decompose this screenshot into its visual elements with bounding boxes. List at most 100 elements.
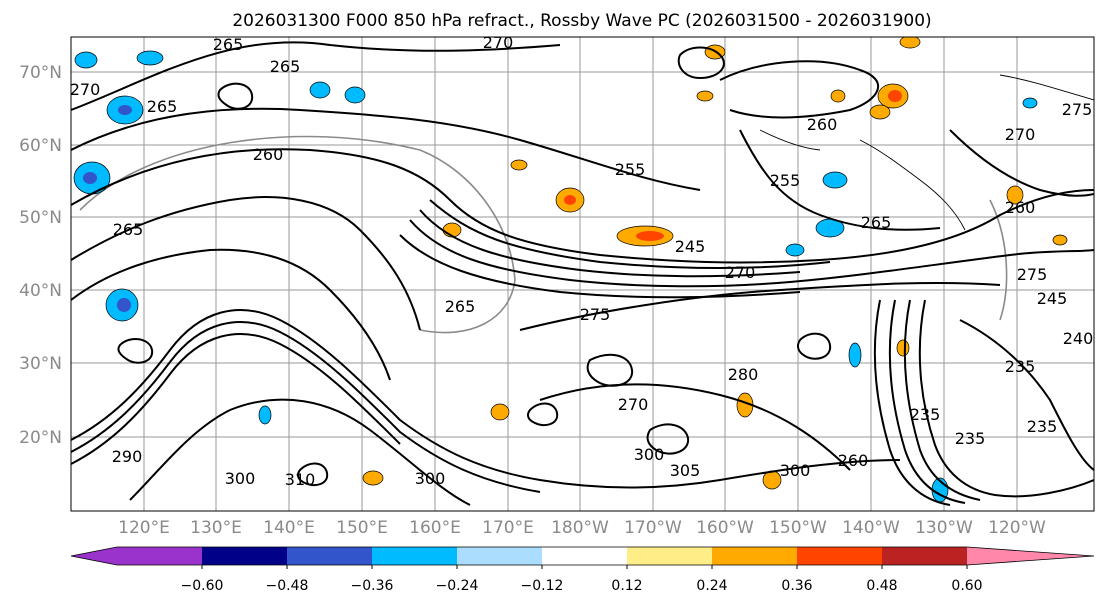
colorbar-tick-label: −0.24 <box>436 578 479 594</box>
contour-line <box>586 353 634 387</box>
contour-label: 235 <box>1005 357 1036 376</box>
contour-label: 275 <box>1017 265 1048 284</box>
contour-label: 270 <box>483 33 514 52</box>
contour-label: 290 <box>112 447 143 466</box>
latitude-tick-label: 60°N <box>19 136 62 156</box>
contour-line <box>71 309 901 489</box>
contour-line <box>873 299 951 506</box>
latitude-tick-label: 40°N <box>19 281 62 301</box>
contour-label: 275 <box>580 305 611 324</box>
positive-anomaly-patch <box>564 195 576 205</box>
positive-anomaly-patch <box>1006 185 1024 205</box>
longitude-tick-label: 170°W <box>624 518 682 538</box>
chart-title: 2026031300 F000 850 hPa refract., Rossby… <box>232 11 931 31</box>
latitude-tick-label: 30°N <box>19 354 62 374</box>
negative-anomaly-patch <box>83 172 97 184</box>
colorbar-outline <box>70 546 1095 566</box>
contour-line <box>296 462 329 487</box>
contour-label: 260 <box>1005 198 1036 217</box>
contour-labels: 265 270 270 265 265 260 265 255 245 270 275 265 260 2… <box>70 33 1094 489</box>
latitude-tick-label: 50°N <box>19 208 62 228</box>
latitude-tick-label: 70°N <box>19 63 62 83</box>
contour-line <box>519 281 1001 331</box>
contour-line <box>526 402 559 427</box>
contour-label: 260 <box>838 451 869 470</box>
contour-label: 270 <box>1005 125 1036 144</box>
positive-anomaly-patch <box>888 90 902 102</box>
contour-label: 300 <box>634 445 665 464</box>
colorbar-segment <box>202 547 287 565</box>
longitude-tick-label: 180°W <box>551 518 609 538</box>
contour-line <box>399 234 801 299</box>
contour-line <box>719 60 880 119</box>
longitude-tick-label: 160°E <box>409 518 461 538</box>
contour-label: 260 <box>807 115 838 134</box>
contour-label: 265 <box>861 213 892 232</box>
contour-line <box>71 321 541 493</box>
colorbar-segment <box>71 547 202 565</box>
contour-label: 260 <box>253 145 284 164</box>
positive-anomaly-patch <box>869 104 891 120</box>
colorbar-tick-label: 0.36 <box>781 578 812 594</box>
contour-line <box>539 383 851 471</box>
longitude-tick-label: 160°W <box>696 518 754 538</box>
colorbar-tick-label: −0.60 <box>181 578 224 594</box>
contour-line <box>796 332 832 360</box>
coastline <box>999 74 1094 101</box>
map-frame <box>70 36 1095 512</box>
colorbar-segment <box>542 547 627 565</box>
longitude-tick-label: 140°E <box>263 518 315 538</box>
negative-anomaly-patch <box>118 105 132 115</box>
contour-line <box>888 299 966 504</box>
colorbar-segment <box>372 547 457 565</box>
contour-lines <box>71 41 1094 506</box>
contour-line <box>409 219 1094 288</box>
contour-label: 265 <box>147 97 178 116</box>
negative-anomaly-patch <box>136 50 164 66</box>
positive-anomaly-patch <box>1052 234 1068 246</box>
contour-line <box>71 333 401 465</box>
colorbar-segment <box>457 547 542 565</box>
map-panel: 265 270 270 265 265 260 265 255 245 270 275 265 260 2… <box>70 33 1095 512</box>
longitude-tick-labels: 120°E 130°E 140°E 150°E 160°E 170°E 180°W 170°W… <box>118 518 1046 538</box>
contour-label: 310 <box>285 470 316 489</box>
contour-label: 240 <box>1063 329 1094 348</box>
contour-label: 245 <box>675 237 706 256</box>
colorbar-segment <box>712 547 797 565</box>
contour-line <box>129 398 471 506</box>
latitude-tick-label: 20°N <box>19 428 62 448</box>
contour-line <box>949 129 1094 197</box>
positive-anomaly-patch <box>762 470 782 490</box>
contour-line <box>739 129 941 231</box>
longitude-tick-label: 140°W <box>842 518 900 538</box>
contour-label: 265 <box>270 57 301 76</box>
contour-line <box>217 82 254 110</box>
coastline <box>759 129 821 151</box>
colorbar-tick-label: −0.36 <box>351 578 394 594</box>
negative-anomaly-patch <box>344 86 366 104</box>
negative-anomaly-patch <box>74 51 98 69</box>
contour-label: 245 <box>1037 289 1068 308</box>
colorbar-segment <box>882 547 967 565</box>
colorbar-tick-label: 0.24 <box>696 578 727 594</box>
positive-anomaly-patch <box>510 159 528 171</box>
contour-line <box>646 423 690 455</box>
positive-anomaly-patch <box>696 90 714 102</box>
contour-label: 300 <box>415 469 446 488</box>
contour-label: 270 <box>70 80 101 99</box>
negative-anomaly-patch <box>785 243 805 257</box>
coastline <box>859 139 966 231</box>
colorbar-tick-label: 0.60 <box>951 578 982 594</box>
colorbar: −0.60 −0.48 −0.36 −0.24 −0.12 0.12 0.24 0.36 0.4… <box>70 546 1095 594</box>
contour-line <box>959 319 1094 471</box>
contour-line <box>117 338 154 364</box>
longitude-tick-label: 120°E <box>118 518 170 538</box>
contour-label: 235 <box>1027 417 1058 436</box>
contour-label: 300 <box>225 469 256 488</box>
colorbar-tick-label: −0.48 <box>266 578 309 594</box>
contour-line <box>419 209 801 278</box>
positive-anomaly-patch <box>896 339 910 357</box>
contour-label: 265 <box>213 35 244 54</box>
contour-line <box>71 107 701 191</box>
